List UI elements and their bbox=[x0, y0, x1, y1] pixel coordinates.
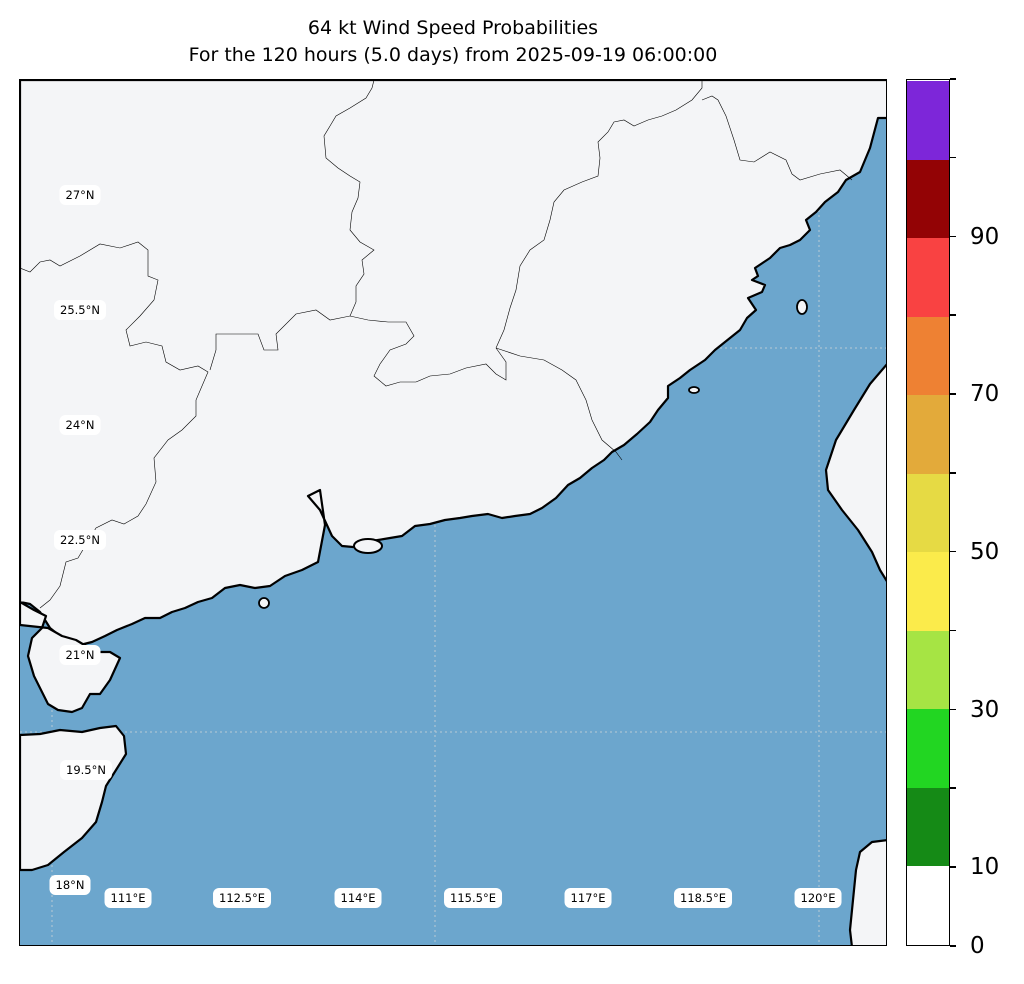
small-island bbox=[688, 386, 700, 394]
colorbar-band bbox=[907, 787, 949, 867]
colorbar-band bbox=[907, 473, 949, 553]
longitude-label: 115.5°E bbox=[444, 888, 502, 908]
latitude-label: 19.5°N bbox=[60, 760, 112, 780]
colorbar-tick bbox=[950, 156, 956, 159]
colorbar-band bbox=[907, 316, 949, 396]
colorbar-band bbox=[907, 238, 949, 317]
colorbar-tick bbox=[950, 393, 956, 395]
map-svg bbox=[20, 80, 886, 945]
longitude-label: 118.5°E bbox=[674, 888, 732, 908]
latitude-label: 27°N bbox=[59, 185, 101, 205]
colorbar-tick-label: 70 bbox=[970, 381, 1000, 408]
colorbar-tick bbox=[950, 550, 956, 553]
colorbar-tick-label: 0 bbox=[970, 933, 985, 959]
latitude-label: 25.5°N bbox=[54, 300, 106, 320]
latitude-label: 24°N bbox=[59, 415, 101, 435]
colorbar-tick bbox=[950, 78, 956, 80]
province-borders bbox=[20, 80, 853, 609]
colorbar-band bbox=[907, 552, 949, 631]
colorbar-band bbox=[907, 395, 949, 474]
colorbar-band bbox=[907, 866, 949, 945]
colorbar-tick bbox=[950, 235, 956, 238]
colorbar-band bbox=[907, 159, 949, 239]
colorbar-tick bbox=[950, 945, 956, 947]
hong-kong-island bbox=[353, 538, 383, 554]
hainan-island bbox=[20, 724, 128, 872]
colorbar-tick bbox=[950, 708, 956, 711]
colorbar-tick bbox=[950, 629, 956, 632]
latitude-label: 21°N bbox=[59, 645, 101, 665]
map-panel: 27°N 25.5°N 24°N 22.5°N 21°N 19.5°N 18°N 111°E… bbox=[19, 79, 887, 946]
longitude-label: 114°E bbox=[334, 888, 382, 908]
colorbar-tick-label: 50 bbox=[970, 538, 1000, 565]
longitude-label: 112.5°E bbox=[213, 888, 271, 908]
colorbar bbox=[906, 79, 950, 946]
colorbar-band bbox=[907, 81, 949, 160]
longitude-label: 111°E bbox=[104, 888, 152, 908]
latitude-label: 18°N bbox=[49, 875, 91, 895]
taiwan-island bbox=[824, 363, 886, 582]
small-island bbox=[796, 299, 808, 315]
chart-subtitle: For the 120 hours (5.0 days) from 2025-0… bbox=[188, 44, 718, 66]
colorbar-tick-label: 10 bbox=[970, 854, 1000, 881]
longitude-label: 120°E bbox=[794, 888, 842, 908]
colorbar-tick bbox=[950, 787, 956, 789]
southeast-landmass bbox=[848, 839, 886, 945]
longitude-label: 117°E bbox=[564, 888, 612, 908]
mainland-landmass bbox=[20, 80, 886, 647]
colorbar-band bbox=[907, 709, 949, 788]
colorbar-tick bbox=[950, 314, 956, 316]
colorbar-tick bbox=[950, 472, 956, 474]
chart-title: 64 kt Wind Speed Probabilities bbox=[307, 17, 599, 39]
colorbar-tick-label: 30 bbox=[970, 696, 1000, 723]
colorbar-tick-label: 90 bbox=[970, 223, 1000, 250]
small-island bbox=[258, 597, 270, 609]
colorbar-tick bbox=[950, 866, 956, 868]
latitude-label: 22.5°N bbox=[54, 530, 106, 550]
colorbar-band bbox=[907, 630, 949, 710]
